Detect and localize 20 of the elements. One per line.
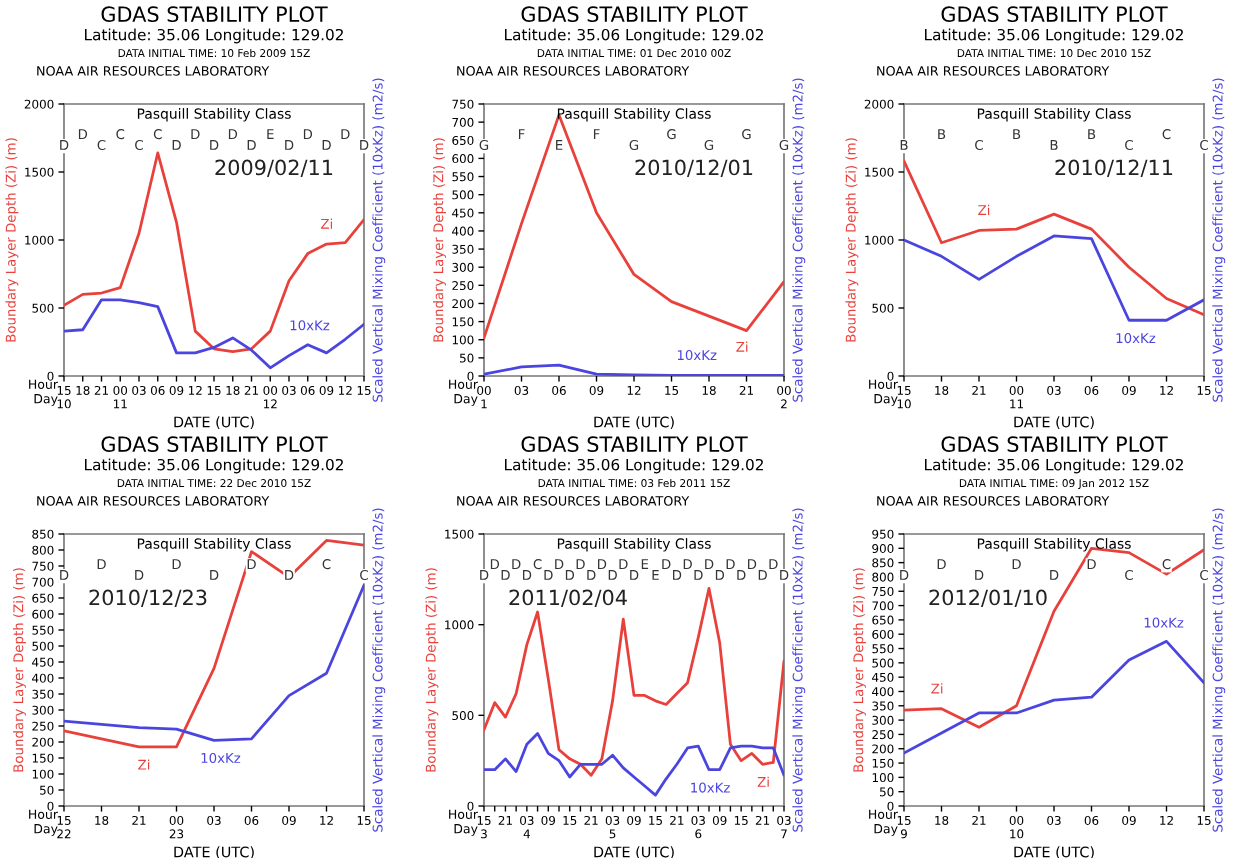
chart-title: GDAS STABILITY PLOT [521, 6, 748, 23]
line-series [484, 587, 784, 777]
annotation: 2010/12/01 [635, 159, 753, 177]
annotation: 2009/02/11 [215, 159, 333, 177]
line-series [64, 298, 364, 370]
chart-title: GDAS STABILITY PLOT [101, 436, 328, 453]
chart-title: GDAS STABILITY PLOT [941, 6, 1168, 23]
annotation: 2010/12/11 [1055, 159, 1173, 177]
line-series [904, 234, 1204, 322]
annotation: 2012/01/10 [929, 589, 1047, 607]
annotation: 2011/02/04 [509, 589, 627, 607]
chart-title: GDAS STABILITY PLOT [101, 6, 328, 23]
line-series [64, 151, 364, 353]
chart-title: GDAS STABILITY PLOT [941, 436, 1168, 453]
chart-title: GDAS STABILITY PLOT [521, 436, 748, 453]
annotation: 2010/12/23 [89, 589, 207, 607]
line-series [904, 159, 1204, 317]
line-series [64, 539, 364, 749]
line-series [484, 732, 784, 797]
line-series [904, 639, 1204, 755]
